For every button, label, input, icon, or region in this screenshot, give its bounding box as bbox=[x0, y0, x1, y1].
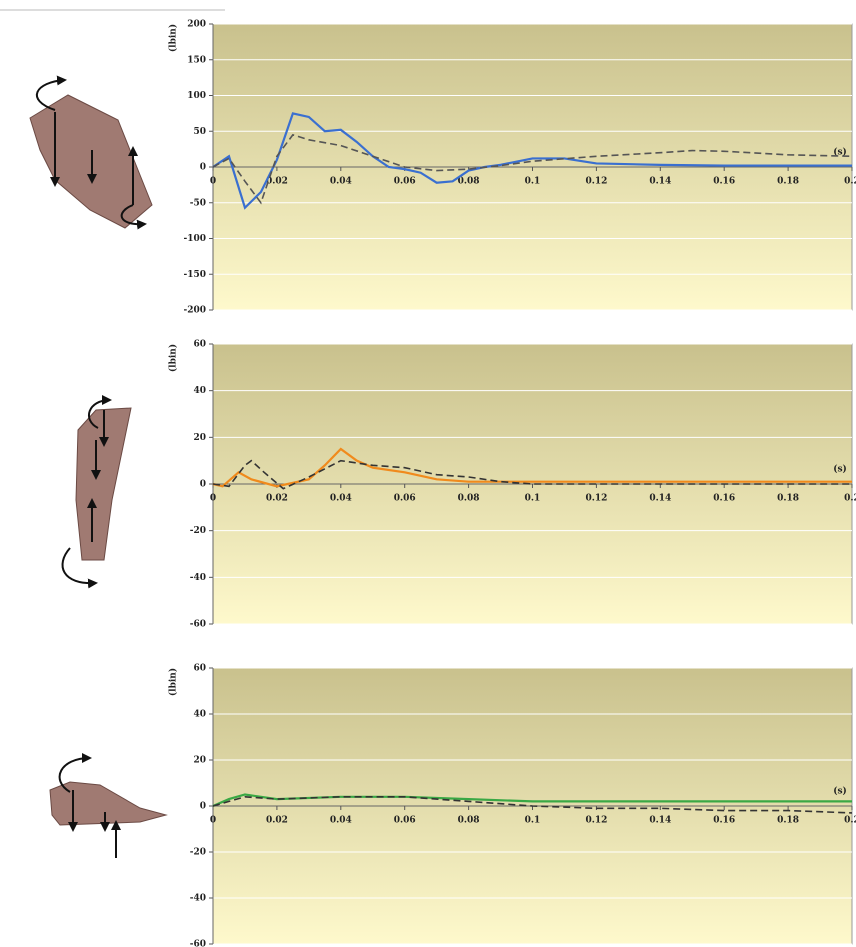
y-tick-label: -40 bbox=[190, 573, 206, 583]
x-tick-label: 0.06 bbox=[394, 816, 416, 826]
x-tick-label: 0.06 bbox=[394, 494, 416, 504]
y-tick-label: 60 bbox=[193, 340, 206, 350]
x-tick-label: 0.16 bbox=[713, 177, 735, 187]
y-tick-label: -100 bbox=[183, 234, 206, 244]
x-axis-label: (s) bbox=[833, 464, 847, 475]
x-tick-label: 0.12 bbox=[585, 816, 607, 826]
x-tick-label: 0 bbox=[210, 177, 216, 187]
icon-3 bbox=[49, 753, 168, 858]
series-line bbox=[212, 793, 852, 808]
x-tick-label: 0.02 bbox=[266, 494, 288, 504]
x-tick-label: 0.02 bbox=[266, 816, 288, 826]
series-line bbox=[212, 795, 853, 814]
x-tick-label: 0.1 bbox=[525, 177, 541, 187]
y-tick-label: -200 bbox=[183, 306, 206, 316]
y-tick-label: 150 bbox=[187, 55, 206, 65]
x-tick-label: 0.18 bbox=[777, 177, 799, 187]
x-tick-label: 0.12 bbox=[585, 494, 607, 504]
y-tick-label: 20 bbox=[193, 433, 206, 443]
x-tick-label: 0.16 bbox=[713, 494, 735, 504]
y-tick-label: -50 bbox=[190, 198, 206, 208]
x-tick-label: 0.12 bbox=[585, 177, 607, 187]
y-tick-label: 50 bbox=[193, 127, 206, 137]
x-tick-label: 0.18 bbox=[777, 494, 799, 504]
y-tick-label: 100 bbox=[187, 91, 206, 101]
x-tick-label: 0.18 bbox=[777, 816, 799, 826]
x-tick-label: 0 bbox=[210, 494, 216, 504]
x-tick-label: 0.04 bbox=[330, 177, 352, 187]
series-line bbox=[212, 447, 852, 488]
x-tick-label: 0.14 bbox=[649, 494, 671, 504]
x-tick-label: 0.14 bbox=[649, 816, 671, 826]
x-tick-label: 0.04 bbox=[330, 816, 352, 826]
y-tick-label: -40 bbox=[190, 894, 206, 904]
x-tick-label: 0.08 bbox=[458, 494, 480, 504]
y-axis-label: (lbin) bbox=[168, 344, 179, 372]
y-tick-label: 0 bbox=[200, 802, 206, 812]
x-tick-label: 0.2 bbox=[844, 816, 856, 826]
y-tick-label: -20 bbox=[190, 526, 206, 536]
x-tick-label: 0.1 bbox=[525, 816, 541, 826]
y-tick-label: 40 bbox=[193, 710, 206, 720]
y-tick-label: 0 bbox=[200, 163, 206, 173]
y-tick-label: 40 bbox=[193, 386, 206, 396]
series-line bbox=[212, 459, 852, 490]
x-tick-label: 0.08 bbox=[458, 816, 480, 826]
y-tick-label: 60 bbox=[193, 664, 206, 674]
x-tick-label: 0.2 bbox=[844, 494, 856, 504]
x-tick-label: 0 bbox=[210, 816, 216, 826]
y-tick-label: -150 bbox=[183, 270, 206, 280]
y-tick-label: -60 bbox=[190, 940, 206, 947]
x-tick-label: 0.14 bbox=[649, 177, 671, 187]
x-tick-label: 0.1 bbox=[525, 494, 541, 504]
y-axis-label: (lbin) bbox=[168, 668, 179, 696]
x-tick-label: 0.08 bbox=[458, 177, 480, 187]
x-tick-label: 0.2 bbox=[844, 177, 856, 187]
x-tick-label: 0.02 bbox=[266, 177, 288, 187]
x-axis-label: (s) bbox=[833, 786, 847, 797]
y-tick-label: -20 bbox=[190, 848, 206, 858]
y-tick-label: -60 bbox=[190, 620, 206, 630]
y-tick-label: 20 bbox=[193, 756, 206, 766]
icon-1 bbox=[29, 75, 153, 230]
x-tick-label: 0.06 bbox=[394, 177, 416, 187]
x-tick-label: 0.16 bbox=[713, 816, 735, 826]
x-axis-label: (s) bbox=[833, 147, 847, 158]
y-tick-label: 0 bbox=[200, 480, 206, 490]
y-axis-label: (lbin) bbox=[168, 24, 179, 52]
x-tick-label: 0.04 bbox=[330, 494, 352, 504]
series-line bbox=[212, 133, 853, 205]
icon-2 bbox=[61, 395, 132, 589]
y-tick-label: 200 bbox=[187, 20, 206, 30]
